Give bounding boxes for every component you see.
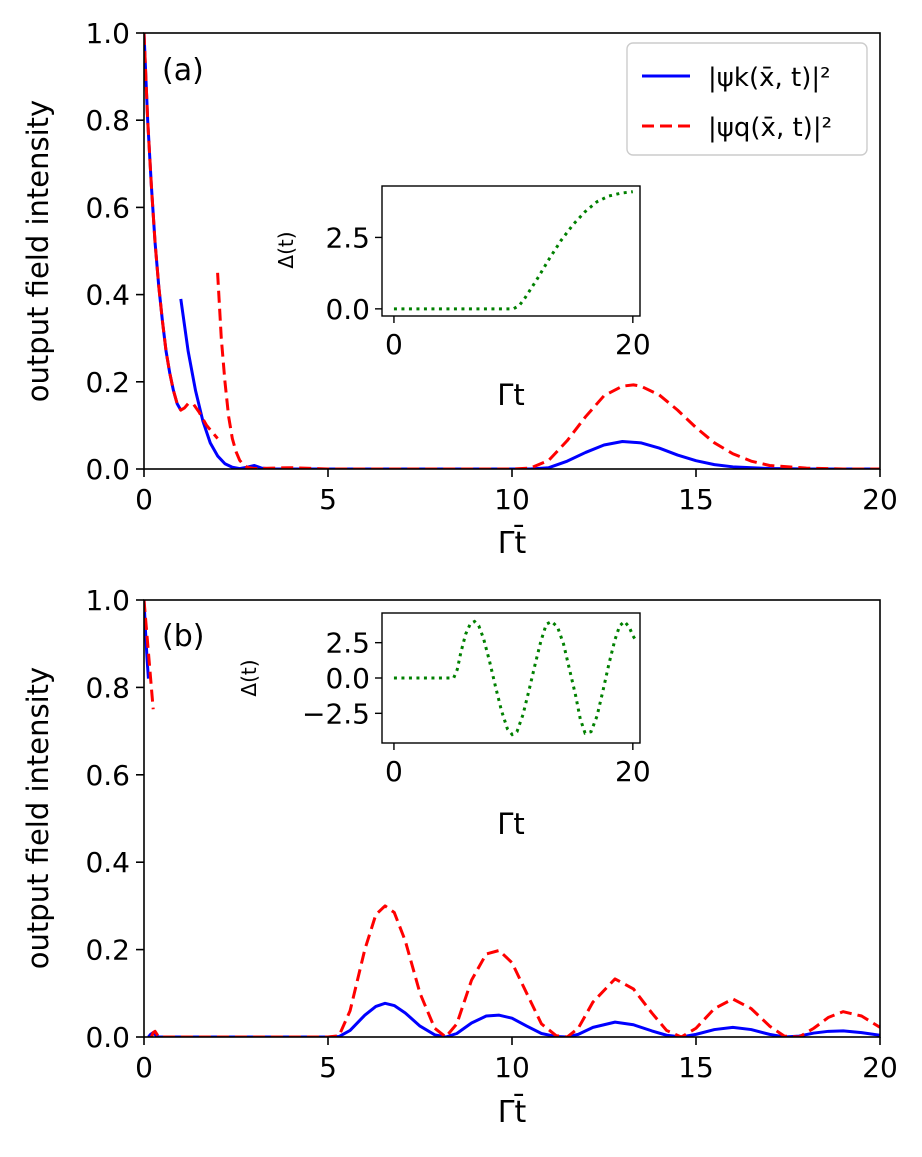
- panel-a-inset-xtick-label: 20: [615, 328, 651, 361]
- panel-b-ytick-label: 0.8: [85, 671, 130, 704]
- panel-a-ytick-label: 1.0: [85, 17, 130, 50]
- panel-b-inset-ytick-label: −2.5: [302, 697, 370, 730]
- panel-a-xtick-label: 0: [135, 483, 153, 516]
- panel-b-ticks: 0 5 10 15 20 0.0 0.2 0.4 0.6 0.8 1.0: [85, 584, 897, 1084]
- panel-a-frame: [143, 32, 881, 470]
- panel-a-inset-ticks: 0 20 0.0 2.5: [325, 221, 650, 361]
- panel-b-inset-background: [382, 613, 640, 743]
- panel-b-xtick-label: 20: [862, 1051, 898, 1084]
- panel-a-series-psi-k-segment-1: [179, 298, 880, 469]
- panel-a-xtick-label: 10: [494, 483, 530, 516]
- panel-a-series-psi-q-segment-1: [216, 272, 880, 469]
- legend-entry-psi-q: |ψq(x̄, t)|²: [708, 113, 832, 143]
- panel-b: 0 5 10 15 20 0.0 0.2 0.4 0.6 0.8 1.0 (b) Γt̄ outpu…: [21, 584, 898, 1130]
- panel-b-inset-ytick-label: 0.0: [325, 662, 370, 695]
- panel-a-xlabel: Γt̄: [498, 525, 527, 561]
- panel-a-xtick-label: 15: [678, 483, 714, 516]
- panel-b-inset-frame: [381, 612, 641, 744]
- panel-a-ylabel: output field intensity: [21, 100, 55, 402]
- panel-a-inset: 0 20 0.0 2.5 Γt Δ(t): [274, 185, 651, 412]
- panel-a-xtick-label: 5: [319, 483, 337, 516]
- panel-a-plot-area: [144, 33, 880, 469]
- panel-a: 0 5 10 15 20 0.0 0.2 0.4 0.6 0.8 1.0 (a) Γt̄ outpu…: [21, 17, 898, 561]
- panel-b-ytick-label: 0.6: [85, 759, 130, 792]
- panel-b-inset-ylabel: Δ(t): [237, 659, 261, 696]
- panel-a-ytick-label: 0.8: [85, 104, 130, 137]
- panel-a-inset-plot: [393, 190, 634, 311]
- panel-a-label: (a): [162, 53, 204, 88]
- panel-b-xtick-label: 10: [494, 1051, 530, 1084]
- panel-a-inset-ylabel: Δ(t): [274, 231, 298, 268]
- panel-b-inset-plot: [393, 619, 638, 737]
- panel-a-inset-delta-line: [393, 190, 634, 311]
- panel-b-inset-xtick-label: 0: [385, 755, 403, 788]
- panel-b-inset: 0 20 2.50.0−2.5 Γt Δ(t): [237, 612, 651, 841]
- panel-b-inset-delta-line: [393, 619, 638, 737]
- panel-b-xlabel: Γt̄: [498, 1094, 527, 1130]
- panel-b-label: (b): [162, 619, 204, 654]
- panel-a-inset-background: [382, 186, 640, 316]
- panel-a-xtick-label: 20: [862, 483, 898, 516]
- panel-a-ytick-label: 0.2: [85, 366, 130, 399]
- panel-a-inset-ytick-label: 0.0: [325, 293, 370, 326]
- panel-b-series-psi-q-segment-0: [144, 600, 155, 710]
- panel-b-ytick-label: 1.0: [85, 584, 130, 617]
- panel-b-series-psi-q-segment-1: [149, 904, 880, 1037]
- panel-a-ytick-label: 0.4: [85, 279, 130, 312]
- panel-a-inset-xtick-label: 0: [385, 328, 403, 361]
- panel-a-ytick-label: 0.6: [85, 191, 130, 224]
- panel-a-inset-frame: [381, 185, 641, 317]
- panel-b-ytick-label: 0.0: [85, 1021, 130, 1054]
- panel-a-inset-xlabel: Γt: [497, 378, 525, 412]
- panel-b-inset-xlabel: Γt: [497, 807, 525, 841]
- panel-b-xtick-label: 15: [678, 1051, 714, 1084]
- panel-b-inset-ticks: 0 20 2.50.0−2.5: [302, 627, 651, 788]
- panel-a-inset-ytick-label: 2.5: [325, 221, 370, 254]
- panel-b-ytick-label: 0.2: [85, 934, 130, 967]
- panel-b-ytick-label: 0.4: [85, 846, 130, 879]
- panel-b-xtick-label: 0: [135, 1051, 153, 1084]
- panel-b-xtick-label: 5: [319, 1051, 337, 1084]
- panel-b-frame: [143, 599, 881, 1038]
- panel-b-inset-ytick-label: 2.5: [325, 627, 370, 660]
- legend-entry-psi-k: |ψk(x̄, t)|²: [708, 63, 831, 93]
- legend: |ψk(x̄, t)|² |ψq(x̄, t)|²: [626, 42, 868, 156]
- panel-a-ytick-label: 0.0: [85, 453, 130, 486]
- panel-b-inset-xtick-label: 20: [615, 755, 651, 788]
- panel-a-ticks: 0 5 10 15 20 0.0 0.2 0.4 0.6 0.8 1.0: [85, 17, 897, 516]
- panel-b-ylabel: output field intensity: [21, 667, 55, 969]
- panel-a-series-psi-q-segment-0: [144, 33, 219, 440]
